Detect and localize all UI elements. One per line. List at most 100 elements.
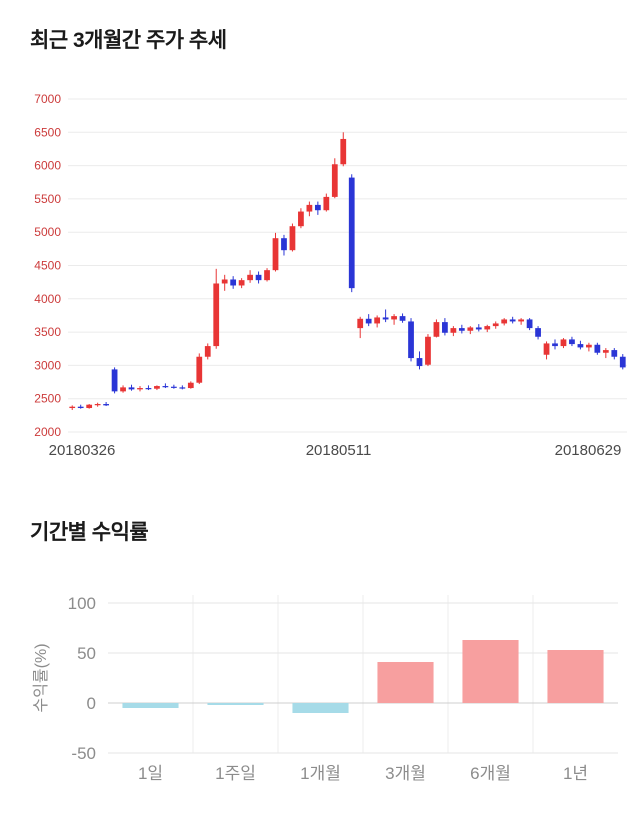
candle-body [399,316,406,321]
candle-body [179,387,186,389]
candle-body [247,274,253,281]
candle-body [357,318,364,329]
candle-body [314,204,321,211]
y-tick-label: 3500 [34,325,61,339]
candle-body [340,138,347,165]
candle-body [535,328,541,337]
y-tick-label: -50 [71,744,96,763]
bar-1일 [122,703,179,708]
candle-body [204,346,211,357]
candle-body [69,406,76,409]
candle-body [120,387,126,392]
y-tick-label: 2500 [34,392,61,406]
y-tick-label: 100 [68,594,96,613]
candle-body [255,274,262,281]
bar-1년 [547,650,604,703]
candle-body [560,339,567,347]
candle-body [484,326,491,330]
candle-body [162,386,169,388]
candle-body [128,387,135,390]
candle-body [137,388,143,390]
y-tick-label: 3000 [34,358,61,372]
candle-body [569,339,575,345]
candle-body [586,344,592,348]
bar-1주일 [207,703,264,705]
candle-body [145,388,152,390]
candle-body [298,211,304,227]
candle-body [518,319,525,322]
x-tick-label: 1주일 [215,764,256,783]
candle-body [272,238,279,271]
candle-body [619,356,626,368]
y-tick-label: 6000 [34,159,61,173]
price-candlestick-chart: 7000 6500 6000 5500 5000 4500 4000 3500 3000 2500… [34,92,627,459]
candle-body [408,321,414,359]
candle-body [594,344,601,353]
bar-1개월 [292,703,349,713]
candle-body [416,358,423,367]
candle-body [433,322,440,337]
candle-body [458,328,465,331]
bar-3개월 [377,662,434,703]
candle-body [238,280,245,286]
x-tick-label: 20180629 [555,442,622,459]
x-tick-label: 1일 [138,764,163,783]
candle-body [213,283,220,347]
x-tick-label: 20180511 [306,442,372,459]
candle-body [475,327,482,330]
candle-body [602,350,609,353]
candle-body [289,226,296,251]
candle-body [509,319,516,322]
candle-body [501,319,508,324]
returns-chart-title: 기간별 수익률 [30,521,149,544]
candle-body [492,323,499,327]
y-tick-label: 7000 [34,92,61,106]
candle-body [611,350,618,357]
y-axis-label: 수익률(%) [32,643,50,712]
candle-body [103,404,109,406]
y-tick-label: 2000 [34,425,61,439]
candle-body [526,319,533,329]
candle-body [170,386,177,388]
candle-body [450,328,457,333]
candle-body [77,406,84,409]
y-tick-label: 5500 [34,192,61,206]
x-tick-label: 3개월 [385,764,426,783]
y-tick-label: 6500 [34,125,61,139]
candle-body [111,369,118,392]
y-tick-label: 0 [87,694,96,713]
x-tick-label: 1년 [563,764,588,783]
candle-body [264,270,270,281]
candle-body [382,317,389,320]
y-tick-label: 4000 [34,292,61,306]
candle-body [154,386,160,389]
y-tick-label: 5000 [34,225,61,239]
candle-body [323,196,330,211]
price-chart-title: 최근 3개월간 주가 추세 [30,29,227,52]
candle-body [365,318,372,324]
candle-body [467,327,474,331]
y-tick-label: 50 [77,644,96,663]
bar-6개월 [462,640,519,703]
candle-body [552,343,558,347]
candle-body [331,164,338,197]
candle-body [348,177,355,289]
candle-body [196,356,203,383]
candle-body [543,343,550,355]
x-tick-label: 1개월 [300,764,341,783]
candle-body [187,382,194,389]
candle-body [281,238,287,251]
candle-body [391,316,397,320]
returns-bar-chart: 100 50 0 -50 1일 1주일 1개월 3개월 6개월 1년 수익률(%) [32,594,618,783]
y-tick-label: 4500 [34,259,61,273]
candle-body [374,317,381,324]
candle-body [442,322,448,333]
candle-body [221,279,228,284]
candle-body [425,336,431,365]
candle-body [86,404,93,409]
candle-body [94,404,101,406]
candle-body [230,279,237,286]
candle-body [306,204,313,212]
x-tick-label: 6개월 [470,764,511,783]
x-tick-label: 20180326 [49,442,116,459]
